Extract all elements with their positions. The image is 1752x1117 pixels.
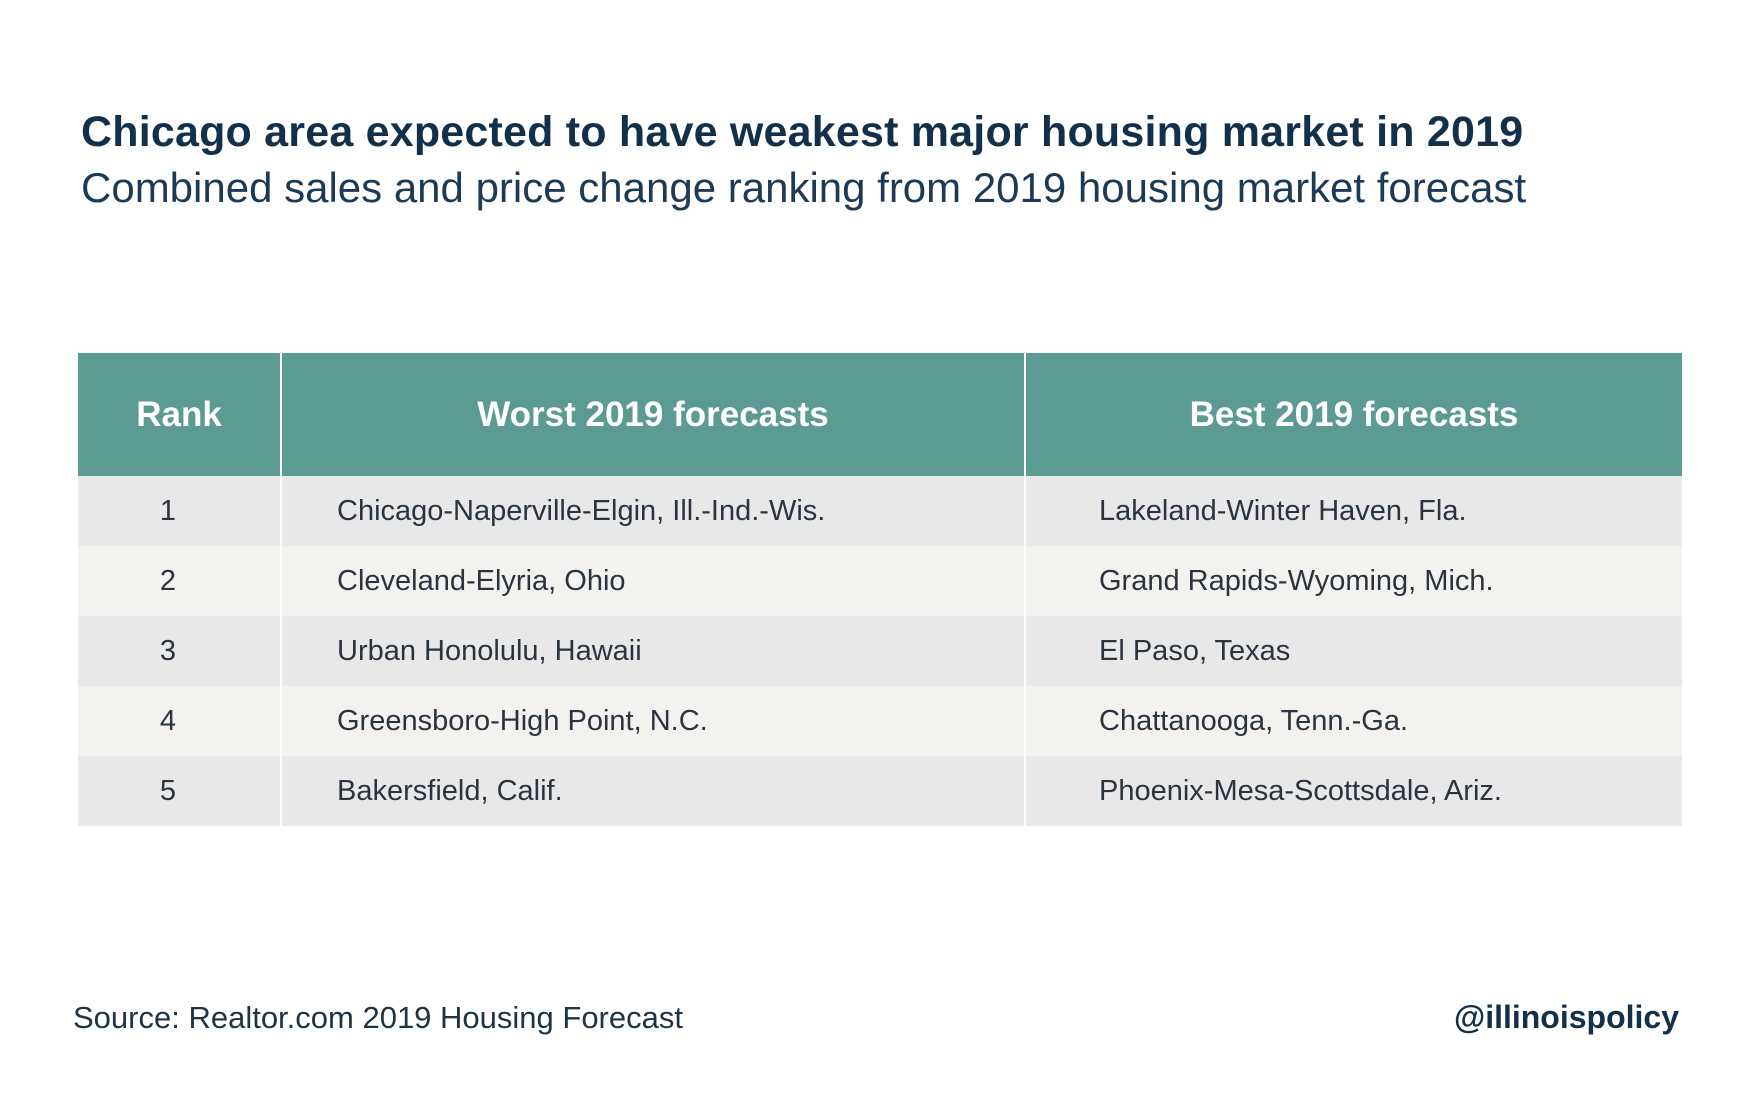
rank-cell: 4 [78, 686, 281, 756]
best-forecast-cell: El Paso, Texas [1024, 616, 1682, 686]
table-row: 5 Bakersfield, Calif. Phoenix-Mesa-Scott… [78, 756, 1682, 826]
rank-cell: 1 [78, 476, 281, 546]
chart-subtitle: Combined sales and price change ranking … [81, 164, 1527, 211]
best-forecast-cell: Lakeland-Winter Haven, Fla. [1024, 476, 1682, 546]
worst-forecast-cell: Bakersfield, Calif. [280, 756, 1025, 826]
column-header-best: Best 2019 forecasts [1024, 353, 1682, 476]
rank-cell: 5 [78, 756, 281, 826]
table-row: 1 Chicago-Naperville-Elgin, Ill.-Ind.-Wi… [78, 476, 1682, 546]
worst-forecast-cell: Urban Honolulu, Hawaii [280, 616, 1025, 686]
column-header-worst: Worst 2019 forecasts [280, 353, 1025, 476]
column-header-rank: Rank [78, 353, 281, 476]
table-row: 2 Cleveland-Elyria, Ohio Grand Rapids-Wy… [78, 546, 1682, 616]
best-forecast-cell: Chattanooga, Tenn.-Ga. [1024, 686, 1682, 756]
worst-forecast-cell: Cleveland-Elyria, Ohio [280, 546, 1025, 616]
worst-forecast-cell: Greensboro-High Point, N.C. [280, 686, 1025, 756]
best-forecast-cell: Grand Rapids-Wyoming, Mich. [1024, 546, 1682, 616]
social-handle: @illinoispolicy [1453, 999, 1679, 1035]
worst-forecast-cell: Chicago-Naperville-Elgin, Ill.-Ind.-Wis. [280, 476, 1025, 546]
best-forecast-cell: Phoenix-Mesa-Scottsdale, Ariz. [1024, 756, 1682, 826]
forecast-table: Rank Worst 2019 forecasts Best 2019 fore… [78, 353, 1682, 826]
table-row: 3 Urban Honolulu, Hawaii El Paso, Texas [78, 616, 1682, 686]
source-note: Source: Realtor.com 2019 Housing Forecas… [73, 1000, 683, 1035]
rank-cell: 2 [78, 546, 281, 616]
forecast-table-container: Rank Worst 2019 forecasts Best 2019 fore… [78, 353, 1682, 826]
table-row: 4 Greensboro-High Point, N.C. Chattanoog… [78, 686, 1682, 756]
chart-title: Chicago area expected to have weakest ma… [81, 108, 1524, 156]
rank-cell: 3 [78, 616, 281, 686]
table-header-row: Rank Worst 2019 forecasts Best 2019 fore… [78, 353, 1682, 476]
